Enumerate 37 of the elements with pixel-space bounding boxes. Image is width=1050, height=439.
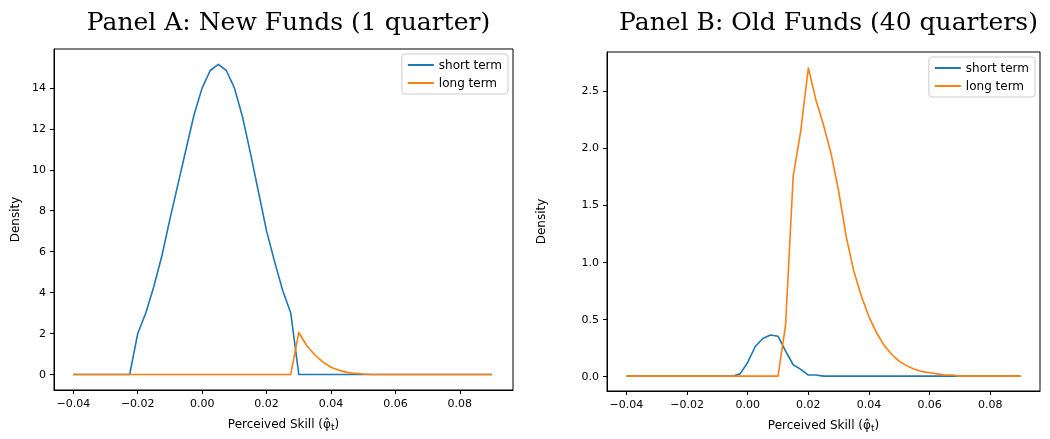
legend-label: short term — [965, 61, 1029, 75]
x-tick-label: −0.02 — [120, 397, 155, 410]
y-tick-label: 1.0 — [581, 255, 599, 269]
y-axis-title: Density — [534, 198, 548, 245]
legend-label: long term — [965, 79, 1025, 93]
y-tick-label: 2.0 — [581, 141, 599, 155]
legend-label: short term — [438, 58, 502, 72]
y-tick-label: 6 — [39, 245, 46, 259]
x-tick-label: 0.08 — [447, 397, 473, 410]
x-tick-label: 0.02 — [254, 397, 279, 410]
x-tick-label: 0.06 — [917, 398, 942, 411]
x-tick-label: 0.06 — [383, 397, 408, 410]
y-tick-label: 12 — [32, 122, 46, 136]
x-tick-label: 0.00 — [735, 398, 760, 411]
y-tick-label: 0.0 — [581, 369, 599, 383]
y-axis-title: Density — [8, 196, 23, 243]
x-tick-label: 0.00 — [189, 397, 215, 410]
y-tick-label: 0 — [39, 367, 46, 381]
y-tick-label: 1.5 — [581, 198, 599, 212]
chart-title: Panel A: New Funds (1 quarter) — [86, 7, 491, 36]
chart-title: Panel B: Old Funds (40 quarters) — [619, 7, 1038, 36]
legend-label: long term — [438, 76, 498, 90]
x-tick-label: −0.04 — [56, 397, 91, 410]
y-tick-label: 4 — [39, 286, 46, 300]
y-tick-label: 2.5 — [581, 84, 599, 98]
y-tick-label: 10 — [32, 163, 46, 177]
x-tick-label: 0.08 — [978, 398, 1003, 411]
x-tick-label: 0.04 — [318, 397, 344, 410]
x-tick-label: 0.02 — [796, 398, 821, 411]
line-series — [72, 331, 493, 376]
x-tick-label: 0.04 — [856, 398, 882, 411]
x-tick-label: −0.02 — [670, 398, 704, 411]
y-tick-label: 2 — [39, 327, 46, 341]
y-tick-label: 0.5 — [581, 312, 599, 326]
y-tick-label: 8 — [39, 204, 46, 218]
x-tick-label: −0.04 — [609, 398, 644, 411]
y-tick-label: 14 — [32, 81, 46, 95]
